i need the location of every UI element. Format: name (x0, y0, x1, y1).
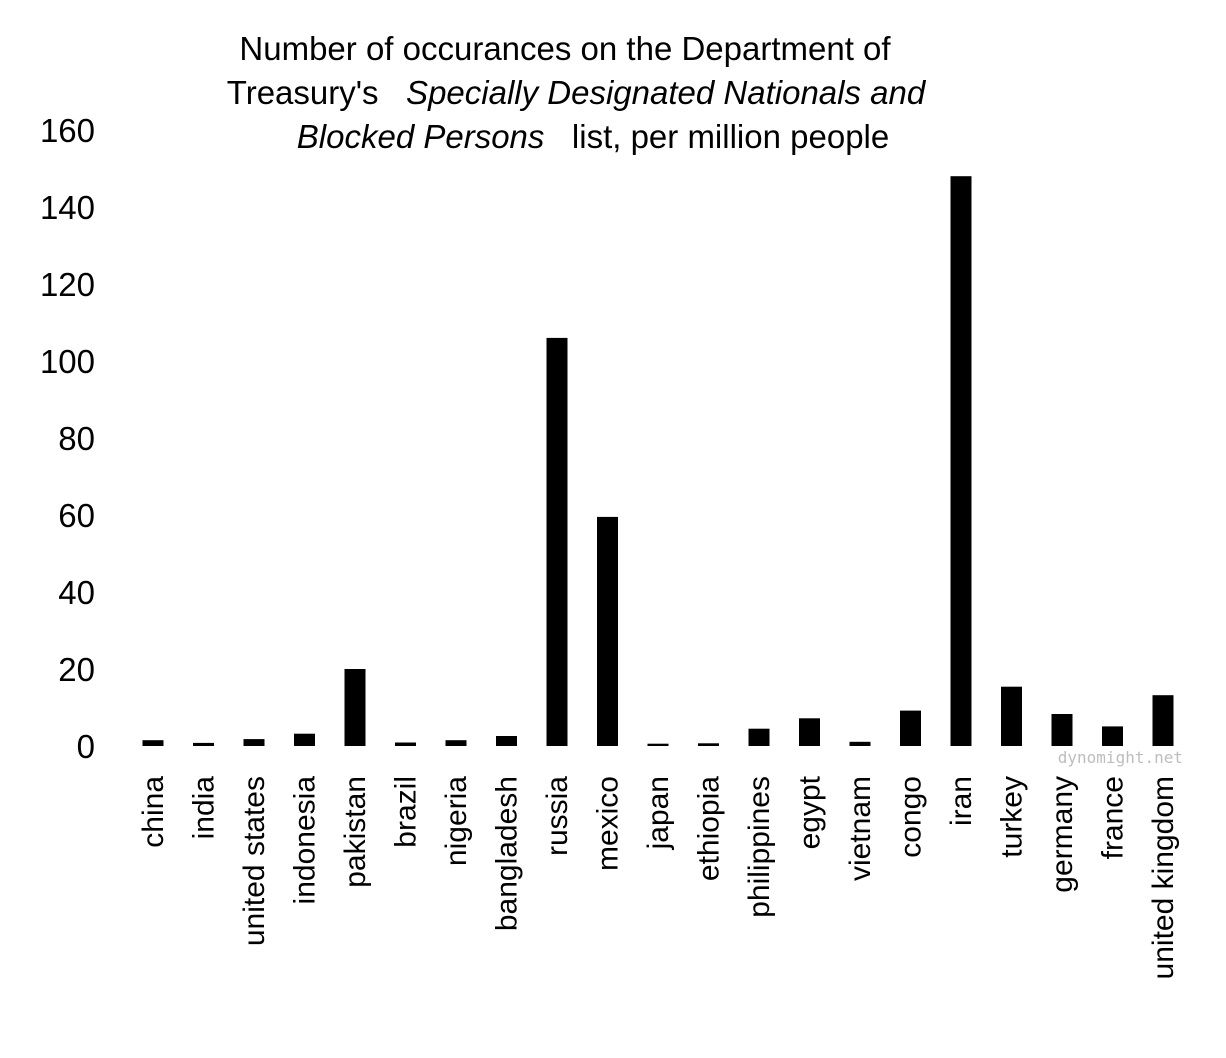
bar-vietnam (849, 741, 871, 746)
bar-nigeria (445, 740, 467, 746)
bar-united-kingdom (1152, 695, 1174, 746)
x-tick-label-iran: iran (945, 776, 978, 826)
x-tick-label-nigeria: nigeria (440, 776, 473, 866)
bar-pakistan (344, 669, 366, 746)
y-tick-label: 60 (58, 497, 95, 534)
title-line-2-part-2: Specially Designated Nationals and (379, 74, 927, 111)
x-tick-label-turkey: turkey (996, 776, 1029, 858)
x-tick-label-pakistan: pakistan (339, 776, 372, 888)
y-axis-ticks: 0 20 40 60 80 100 120 140 160 (40, 112, 95, 765)
bar-indonesia (294, 733, 315, 746)
title-line-1-part-1: Number of occurances on the Department o… (239, 30, 891, 67)
bar-germany (1051, 714, 1073, 746)
title-line-3: Blocked Persons list, per million people (297, 118, 889, 155)
x-tick-label-egypt: egypt (794, 775, 827, 849)
y-tick-label: 120 (40, 266, 95, 303)
y-tick-label: 160 (40, 112, 95, 149)
bar-turkey (1001, 686, 1022, 746)
title-line-2: Treasury's Specially Designated National… (227, 74, 927, 111)
x-axis-labels: china india united states indonesia pakistan… (137, 775, 1180, 979)
bar-iran (950, 176, 972, 746)
x-tick-label-china: china (137, 776, 170, 848)
y-tick-label: 40 (58, 574, 95, 611)
x-tick-label-france: france (1097, 776, 1130, 859)
x-tick-label-mexico: mexico (592, 776, 625, 871)
y-tick-label: 0 (77, 728, 95, 765)
bar-mexico (597, 516, 618, 746)
bar-united-states (243, 739, 265, 746)
bar-france (1102, 726, 1123, 746)
x-tick-label-united-states: united states (238, 776, 271, 946)
x-tick-label-indonesia: indonesia (289, 776, 322, 905)
x-tick-label-brazil: brazil (390, 776, 423, 848)
x-tick-label-ethiopia: ethiopia (693, 776, 726, 881)
bar-bangladesh (496, 736, 517, 746)
title-line-3-part-2: list, per million people (544, 118, 889, 155)
x-tick-label-philippines: philippines (743, 776, 776, 918)
x-tick-label-germany: germany (1046, 776, 1079, 893)
bar-russia (546, 337, 568, 746)
x-tick-label-congo: congo (895, 776, 928, 858)
x-tick-label-united-kingdom: united kingdom (1147, 776, 1180, 979)
x-tick-label-russia: russia (541, 776, 574, 856)
watermark: dynomight.net (1058, 748, 1183, 767)
bars (142, 176, 1174, 746)
x-tick-label-india: india (188, 776, 221, 840)
bar-philippines (748, 728, 770, 746)
bar-ethiopia (698, 743, 719, 746)
chart-title: Number of occurances on the Department o… (227, 30, 927, 155)
y-tick-label: 20 (58, 651, 95, 688)
bar-brazil (395, 742, 416, 746)
title-line-1: Number of occurances on the Department o… (239, 30, 891, 67)
title-line-2-part-1: Treasury's (227, 74, 379, 111)
bar-egypt (799, 718, 820, 746)
x-tick-label-japan: japan (642, 776, 675, 850)
y-tick-label: 80 (58, 420, 95, 457)
title-line-3-part-1: Blocked Persons (297, 118, 545, 155)
bar-congo (900, 710, 921, 746)
bar-india (193, 742, 214, 746)
bar-japan (647, 743, 669, 746)
x-tick-label-vietnam: vietnam (844, 776, 877, 881)
x-tick-label-bangladesh: bangladesh (491, 776, 524, 931)
y-tick-label: 140 (40, 189, 95, 226)
bar-china (142, 740, 164, 746)
y-tick-label: 100 (40, 343, 95, 380)
